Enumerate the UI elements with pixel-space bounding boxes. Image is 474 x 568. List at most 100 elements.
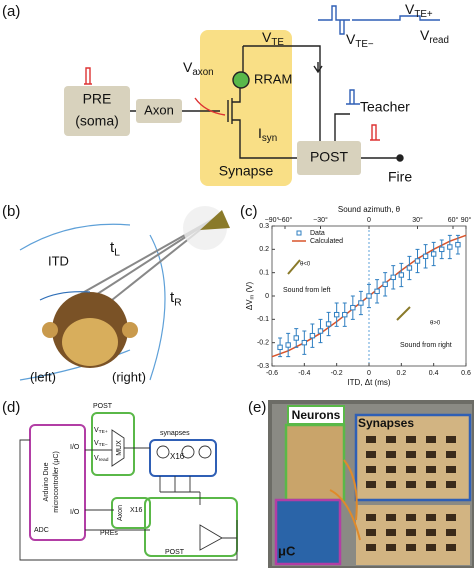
- legend-label: Data: [310, 230, 325, 237]
- neuron-board: [284, 423, 346, 502]
- x-tick-label: -0.2: [331, 370, 343, 377]
- label: μC: [278, 543, 296, 558]
- chip: [386, 544, 396, 551]
- label: (right): [112, 369, 146, 384]
- label-sub: read: [429, 35, 449, 46]
- label: VTE+: [405, 1, 433, 20]
- label-main: V: [183, 59, 193, 75]
- label: θ<0: [300, 262, 311, 268]
- data-point: [455, 241, 461, 248]
- label-main: V: [262, 29, 272, 45]
- cables: [329, 459, 361, 541]
- tag-box: [287, 405, 345, 425]
- label: POST: [165, 549, 185, 556]
- data-point: [293, 335, 299, 341]
- x-tick-label: -0.4: [298, 370, 310, 377]
- data-point: [382, 281, 388, 288]
- label: VTE: [262, 29, 284, 48]
- chip: [446, 466, 456, 473]
- chip: [386, 529, 396, 536]
- y-tick-label: 0: [265, 293, 269, 300]
- data-point: [374, 288, 380, 295]
- data-point: [406, 265, 413, 271]
- y-tick-label: 0.3: [259, 223, 269, 230]
- chip: [446, 436, 456, 443]
- panel-a-shapes: [64, 5, 440, 186]
- label-sub: TE: [271, 37, 284, 48]
- axon-box: [111, 497, 151, 529]
- label: Axon: [117, 505, 124, 521]
- label: Synapse: [219, 163, 274, 179]
- synapse-box: [149, 439, 217, 477]
- chip: [406, 451, 416, 458]
- x-tick-label: 0: [367, 370, 371, 377]
- label: X16: [130, 507, 143, 514]
- ear: [122, 322, 138, 338]
- label: POST: [93, 403, 113, 410]
- itd-brace: [39, 291, 91, 301]
- chip: [386, 466, 396, 473]
- chip: [386, 436, 396, 443]
- face: [62, 318, 118, 366]
- chips: [366, 436, 456, 551]
- wires: [130, 45, 321, 159]
- chip: [446, 481, 456, 488]
- label-main: V: [346, 31, 356, 47]
- label-main: V: [405, 1, 415, 17]
- chip: [426, 514, 436, 521]
- chip: [426, 451, 436, 458]
- label: Vread: [94, 455, 109, 464]
- label: (c): [240, 203, 258, 220]
- label: Vaxon: [183, 59, 214, 78]
- waveform: [318, 5, 440, 21]
- label-sub: TE+: [414, 9, 433, 20]
- label: POST: [310, 149, 349, 165]
- mux-box: [91, 412, 135, 476]
- label: VTE−: [94, 440, 108, 449]
- label: tR: [170, 289, 182, 308]
- arrow-icon: [287, 259, 411, 321]
- pre-pulse: [84, 67, 92, 85]
- label: Fire: [388, 169, 412, 185]
- chip: [426, 481, 436, 488]
- data-point: [447, 244, 453, 250]
- data-point: [430, 251, 437, 257]
- chip: [366, 514, 376, 521]
- label: MUX: [116, 440, 123, 456]
- data-point: [366, 293, 372, 299]
- label: synapses: [160, 430, 190, 437]
- chip: [406, 544, 416, 551]
- x2-tick-label: 30°: [412, 216, 423, 224]
- y-tick-label: -0.2: [257, 340, 269, 347]
- label: PRE: [83, 91, 112, 107]
- legend-marker: [296, 230, 302, 236]
- synapse-cell: [198, 445, 212, 459]
- chip: [446, 451, 456, 458]
- label-sub: L: [114, 246, 120, 258]
- x-tick-label: -0.6: [266, 370, 278, 377]
- chip: [386, 481, 396, 488]
- panel-d-shapes: [19, 412, 238, 561]
- label-sub: R: [174, 296, 182, 308]
- label-sub: TE−: [99, 442, 108, 448]
- label: Arduino Due: [43, 462, 50, 501]
- label-sub: read: [99, 457, 109, 463]
- chip: [366, 481, 376, 488]
- label: tL: [110, 239, 120, 258]
- label: ITD, Δt (ms): [347, 378, 390, 387]
- post-pulse: [370, 124, 380, 141]
- label-main: ΔV: [245, 299, 254, 310]
- fire-node: [396, 154, 404, 162]
- chip: [366, 436, 376, 443]
- label: Isyn: [258, 125, 277, 144]
- label: Sound from left: [283, 287, 331, 294]
- data-point: [439, 246, 445, 253]
- chip: [426, 544, 436, 551]
- y-tick-label: -0.1: [257, 316, 269, 323]
- y-tick-label: -0.3: [257, 363, 269, 370]
- waveform: [339, 20, 345, 35]
- label: I/O: [70, 509, 80, 516]
- label-main: V: [94, 440, 99, 447]
- chip: [406, 466, 416, 473]
